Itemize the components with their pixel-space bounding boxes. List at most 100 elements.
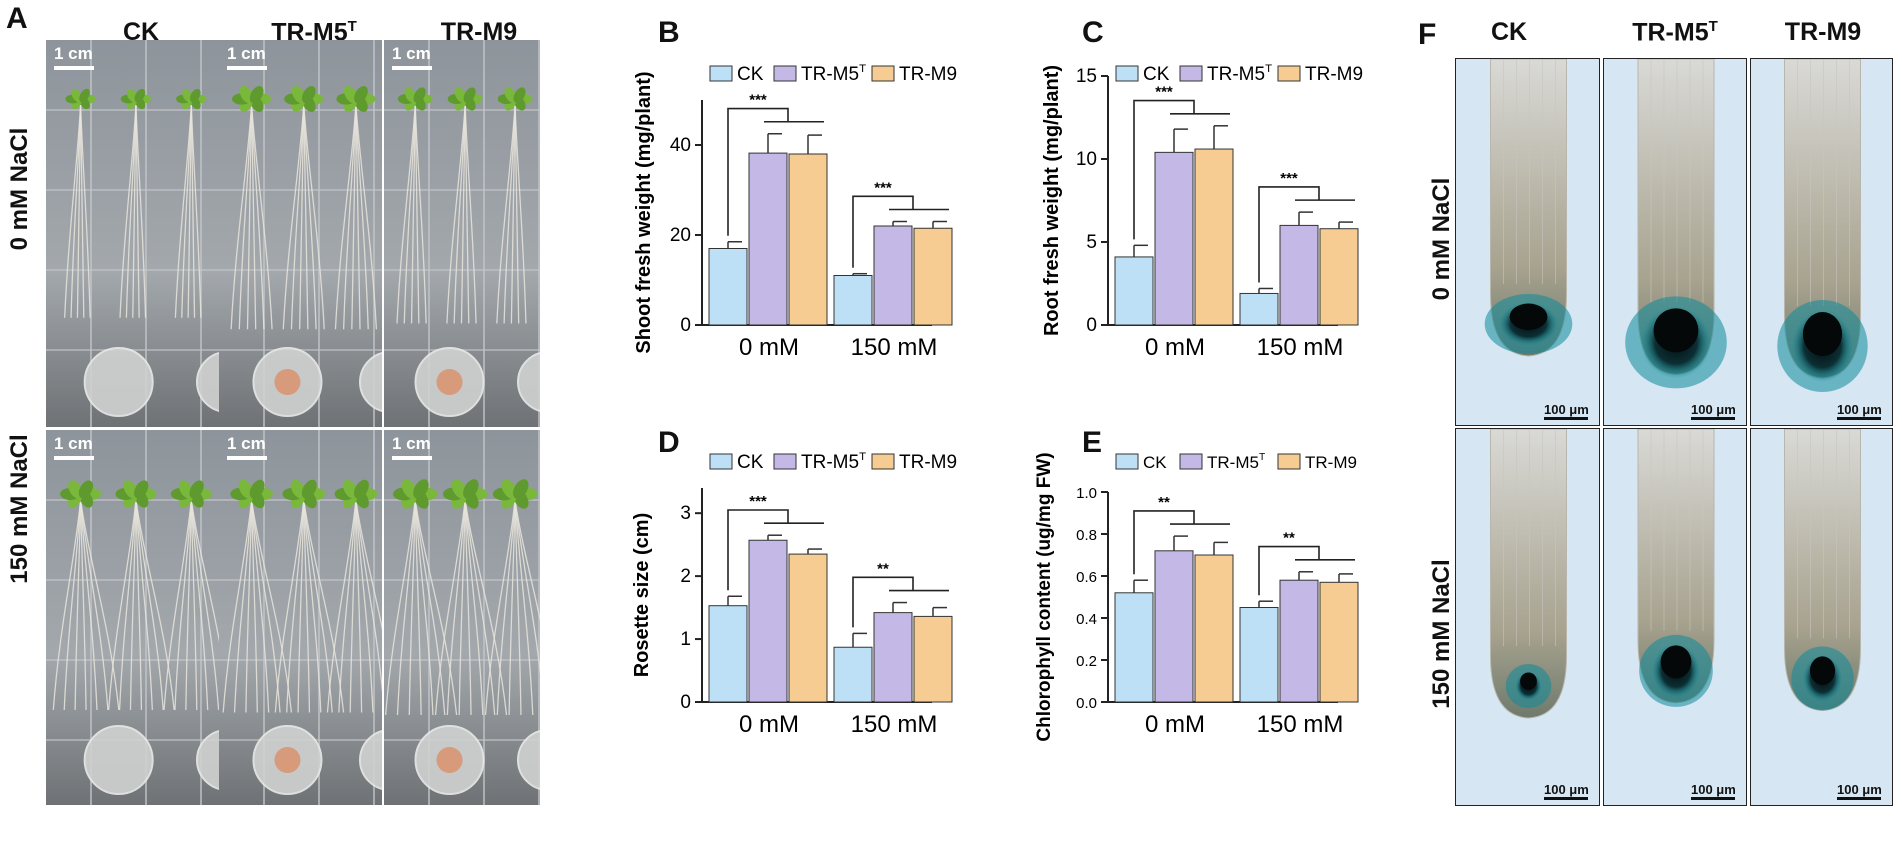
seedling-root [79,499,98,711]
seedling-root [503,104,516,324]
y-tick-label: 1 [680,629,691,650]
panel-f-col-trm9-text: TR-M9 [1784,18,1862,46]
seedling-root [464,499,496,716]
legend-swatch [1115,453,1139,470]
inoculum-disc [196,730,219,790]
micro-scale-bar-label: 100 μm [1837,402,1882,417]
legend-label: TR-M5T [1207,63,1272,85]
seedling-root [408,499,416,716]
seedling-root [63,499,82,711]
seedling-root [446,499,466,716]
seedling-leaf [78,480,94,499]
seedling-root [299,104,305,330]
bar-CK-150 mM [1239,607,1279,703]
bar-CK-0 mM [1114,592,1154,703]
seedling-root [190,499,219,711]
seedling-leaf [413,479,429,499]
seedling-root [414,499,434,716]
legend-label: TR-M9 [899,64,957,85]
seedling-root [496,499,516,716]
seedling-root [303,104,309,330]
seedling-root [250,104,257,330]
seedling-root [414,499,458,716]
legend-swatch [871,453,895,470]
bacteria-colony [274,747,301,773]
bar-CK-150 mM [1239,292,1279,326]
y-tick-label: 0.4 [1076,611,1097,628]
panel-f-col-trm9: TR-M9 [1748,18,1898,47]
seedling-root [514,499,534,716]
seedling-root [403,104,416,324]
significance-bracket [852,576,914,628]
bar-TR-M5T-0 mM [748,152,788,326]
seedling-root [384,499,416,716]
seedling-leaf [189,480,204,499]
seedling-leaf [134,88,146,103]
micro-scale-bar [1691,417,1735,420]
y-tick-label: 10 [1076,149,1097,170]
significance-bracket [1133,99,1195,240]
legend-label: TR-M9 [1305,64,1363,85]
seedling-photo-svg [384,430,540,805]
legend-label: TR-M9 [899,452,957,473]
y-tick-label: 0 [680,692,691,713]
seedling-leaf [79,88,90,103]
seedling-root [129,499,137,711]
root-micrograph-svg [1604,59,1746,425]
seedling-root [303,104,317,330]
seedling-root [238,104,253,330]
seedling-root [514,499,522,716]
seedling-leaf [413,87,426,103]
micro-scale-bar-label: 100 μm [1544,782,1589,797]
seedling-root [414,499,422,716]
seedling-root [510,104,516,324]
significance-bracket [1258,545,1320,596]
category-label: 0 mM [1145,334,1205,361]
panel-label-d: D [658,426,680,459]
panel-a-col-trm5-sup: T [347,18,357,35]
seedling-root [396,499,416,716]
seedling-root [355,499,363,713]
legend-superscript: T [859,451,866,463]
significance-bracket [1133,510,1195,575]
panel-f-row-0mm: 0 mM NaCl [1428,177,1455,301]
y-tick-label: 15 [1076,66,1097,87]
chart-b-shoot-fresh-weight: 0 20 40 Shoot fresh weight (mg/plant) *** ***… [620,40,1030,430]
legend-label: CK [737,64,764,85]
bar-CK-0 mM [708,605,748,703]
seedling-root [79,499,120,711]
significance-label: *** [749,92,767,109]
inoculum-disc [517,730,540,790]
seedling-root [79,499,87,711]
y-tick-label: 40 [670,135,691,156]
seedling-root [52,499,82,711]
seedling-root [303,104,325,330]
y-tick-label: 0.2 [1076,653,1097,670]
bar-CK-0 mM [1114,256,1154,326]
seedling-root [190,499,219,643]
seedling-root [286,499,305,713]
seedling-root [508,499,516,716]
scale-bar [227,66,267,70]
micro-scale-bar [1837,417,1881,420]
panel-f-col-trm5: TR-M5T [1600,18,1750,47]
seedling-root [464,499,508,716]
legend-swatch [871,65,895,82]
legend-swatch [709,453,733,470]
micro-scale-bar [1544,797,1588,800]
seedling-root [460,104,466,324]
seedling-root [396,104,416,324]
seedling-root [355,499,382,631]
seedling-root [464,499,484,716]
bar-TR-M5T-150 mM [1279,579,1319,703]
inoculum-disc [83,347,154,417]
seedling-root [297,499,305,713]
panel-a-row-0mm: 0 mM NaCl [6,127,33,251]
root-micrograph-r0-c0 [1455,58,1600,426]
category-label: 150 mM [1257,711,1344,738]
panel-label-e: E [1082,426,1103,459]
seedling-root [355,104,369,330]
root-micrograph-r0-c1 [1603,58,1747,426]
significance-label: *** [1155,84,1173,101]
